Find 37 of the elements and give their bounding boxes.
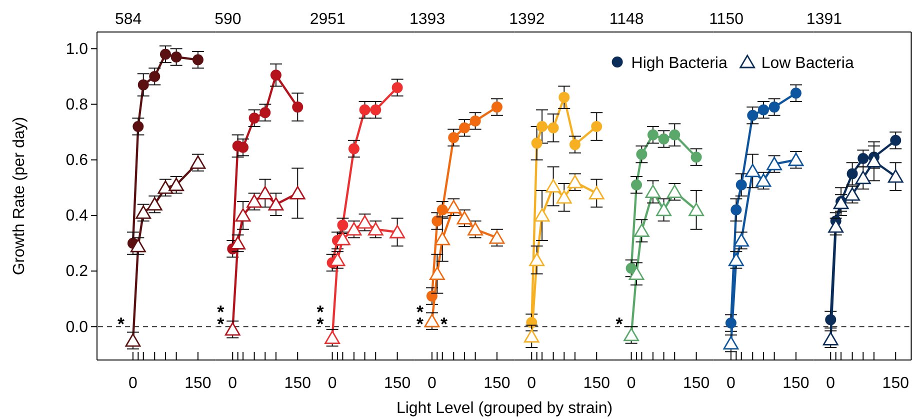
x-tick-label: 150 — [782, 375, 810, 392]
annotation: * — [117, 314, 124, 334]
x-tick-label: 0 — [726, 375, 736, 392]
x-tick-label: 0 — [128, 375, 138, 392]
x-tick-label: 150 — [484, 375, 510, 392]
legend-label: Low Bacteria — [761, 55, 854, 72]
annotation: * — [440, 314, 448, 334]
y-axis-title: Growth Rate (per day) — [11, 116, 28, 276]
x-tick-label: 0 — [527, 375, 536, 392]
chart-title: 584 — [114, 11, 142, 28]
y-tick-label: 0.8 — [66, 96, 88, 114]
x-tick-label: 150 — [682, 375, 710, 392]
annotation: * — [616, 314, 623, 334]
x-tick-label: 0 — [826, 375, 836, 392]
text: Light Level (grouped by strain) — [396, 400, 613, 417]
y-tick-label: 0.2 — [66, 263, 88, 280]
y-tick-label: 0.0 — [66, 318, 88, 336]
x-tick-label: 0 — [228, 375, 238, 392]
x-tick-label: 0 — [328, 375, 337, 392]
x-tick-label: 150 — [882, 375, 910, 392]
x-tick-label: 150 — [384, 375, 411, 392]
x-tick-label: 150 — [284, 375, 312, 392]
chart-title: 1150 — [709, 11, 744, 28]
x-tick-label: 150 — [583, 375, 610, 392]
x-tick-label: 0 — [626, 375, 636, 392]
y-tick-label: 1.0 — [66, 40, 88, 58]
legend-label: High Bacteria — [631, 55, 728, 72]
y-tick-label: 0.6 — [66, 152, 88, 169]
x-tick-label: 0 — [428, 375, 437, 392]
chart-title: 1393 — [410, 11, 446, 28]
chart-title: 2951 — [310, 11, 346, 28]
y-tick-label: 0.4 — [66, 208, 88, 225]
chart-title: 1391 — [806, 11, 842, 28]
chart-title: 590 — [214, 11, 242, 28]
x-tick-label: 150 — [184, 375, 212, 392]
chart-title: 1148 — [609, 11, 644, 28]
chart-title: 1392 — [509, 11, 545, 28]
